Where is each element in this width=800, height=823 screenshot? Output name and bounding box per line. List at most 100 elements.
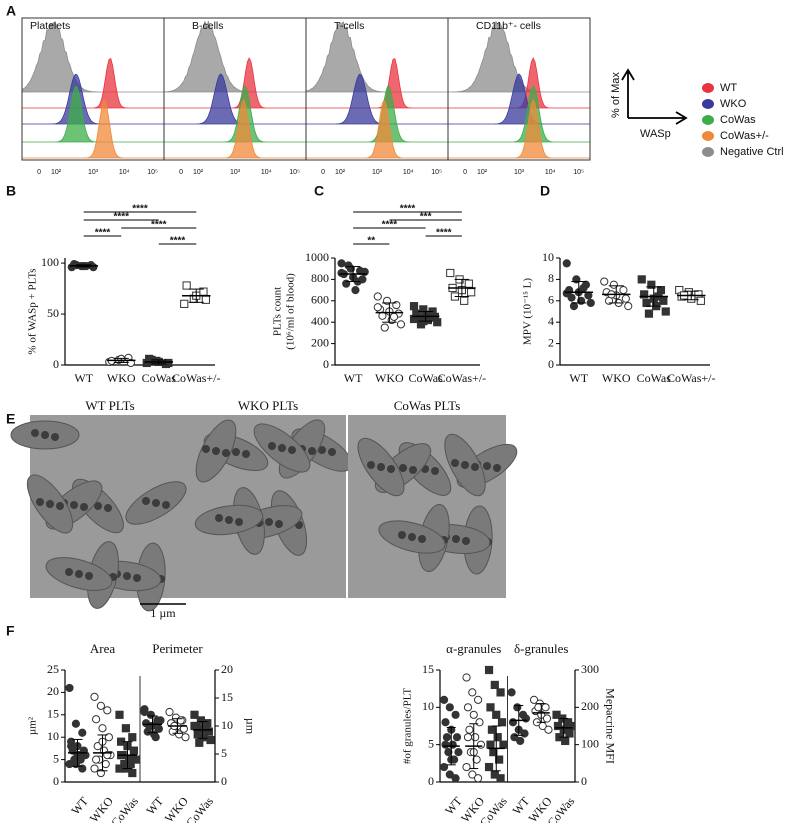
y-tick-label: 0 <box>548 357 554 371</box>
histogram <box>22 86 164 143</box>
data-point <box>471 733 480 742</box>
data-point <box>206 735 215 745</box>
category-label: WT <box>74 371 93 385</box>
subtitle: Area <box>90 641 115 656</box>
y2-tick-label: 100 <box>581 736 599 750</box>
y2-tick-label: 10 <box>221 718 233 732</box>
granule <box>451 459 459 467</box>
data-point <box>337 268 346 278</box>
granule <box>242 450 250 458</box>
data-point <box>396 320 406 329</box>
granule <box>288 446 296 454</box>
data-point <box>487 725 497 734</box>
x-tick-label: 0 <box>179 169 183 176</box>
granule <box>94 502 102 510</box>
data-point <box>600 277 609 286</box>
data-point <box>542 714 552 723</box>
y-tick-label: 10 <box>542 250 554 264</box>
data-point <box>151 733 160 742</box>
histogram <box>22 73 164 125</box>
x-tick-label: 0 <box>321 169 325 176</box>
category-label: WKO <box>375 371 404 385</box>
data-point <box>493 733 502 742</box>
significance-label: **** <box>400 204 416 215</box>
data-point <box>484 762 494 772</box>
granule <box>483 462 491 470</box>
y-tick-label: 5 <box>428 736 434 750</box>
histogram <box>22 100 164 159</box>
granule <box>65 568 73 576</box>
granule <box>268 442 276 450</box>
granule <box>85 572 93 580</box>
axis-y-label: % of Max <box>610 72 622 118</box>
data-point <box>182 281 191 290</box>
y-tick-label: 25 <box>47 662 59 676</box>
data-point <box>439 695 449 704</box>
legend-label: WKO <box>720 98 747 110</box>
x-tick-label: 10⁴ <box>119 169 130 176</box>
data-point <box>103 706 112 715</box>
data-point <box>579 283 588 293</box>
data-point <box>462 762 471 772</box>
granule <box>202 445 210 453</box>
data-point <box>562 289 571 298</box>
subtitle: α-granules <box>446 641 501 656</box>
data-point <box>637 275 646 284</box>
granule <box>399 464 407 472</box>
y-axis-label: % of WASp + PLTs <box>27 268 39 354</box>
x-tick-label: 10³ <box>372 169 383 176</box>
histogram-title: Platelets <box>30 20 70 32</box>
data-point <box>337 259 346 268</box>
legend-swatch <box>702 83 714 93</box>
data-point <box>463 733 473 742</box>
granule <box>51 433 59 441</box>
y-tick-label: 200 <box>311 335 329 349</box>
y2-axis-label: µm <box>243 718 257 735</box>
data-point <box>495 755 504 764</box>
granule <box>152 499 160 507</box>
data-point <box>619 286 628 295</box>
micrograph-title: CoWas PLTs <box>394 398 461 413</box>
y-tick-label: 1000 <box>305 250 329 264</box>
data-point <box>96 701 106 710</box>
legend-swatch <box>702 131 714 141</box>
granule <box>235 518 243 526</box>
data-point <box>507 688 516 697</box>
granule <box>318 446 326 454</box>
data-point <box>380 323 389 332</box>
data-point <box>373 292 382 301</box>
data-point <box>476 740 486 749</box>
data-point <box>468 688 477 697</box>
significance-label: **** <box>436 228 452 239</box>
histogram <box>306 86 448 143</box>
data-point <box>71 719 81 728</box>
granule <box>70 501 78 509</box>
granule <box>162 501 170 509</box>
granule <box>225 516 233 524</box>
data-point <box>520 729 529 738</box>
data-point <box>389 312 399 321</box>
data-point <box>445 703 454 712</box>
data-point <box>128 733 137 742</box>
granule <box>377 463 385 471</box>
data-point <box>475 718 484 727</box>
y2-tick-label: 200 <box>581 699 599 713</box>
x-tick-label: 10² <box>51 169 62 176</box>
data-point <box>462 673 471 682</box>
significance-label: **** <box>95 228 111 239</box>
granule <box>123 572 131 580</box>
data-point <box>90 764 99 773</box>
category-label: WKO <box>107 371 136 385</box>
data-point <box>562 259 571 268</box>
data-point <box>154 724 163 733</box>
category-label: CoWas <box>108 794 141 823</box>
data-point <box>464 279 473 288</box>
data-point <box>452 733 462 742</box>
granule <box>409 466 417 474</box>
data-point <box>128 768 137 778</box>
data-point <box>586 298 595 308</box>
y2-axis-label: Mepacrine MFI <box>603 688 617 764</box>
histogram <box>448 85 590 143</box>
granule <box>222 449 230 457</box>
